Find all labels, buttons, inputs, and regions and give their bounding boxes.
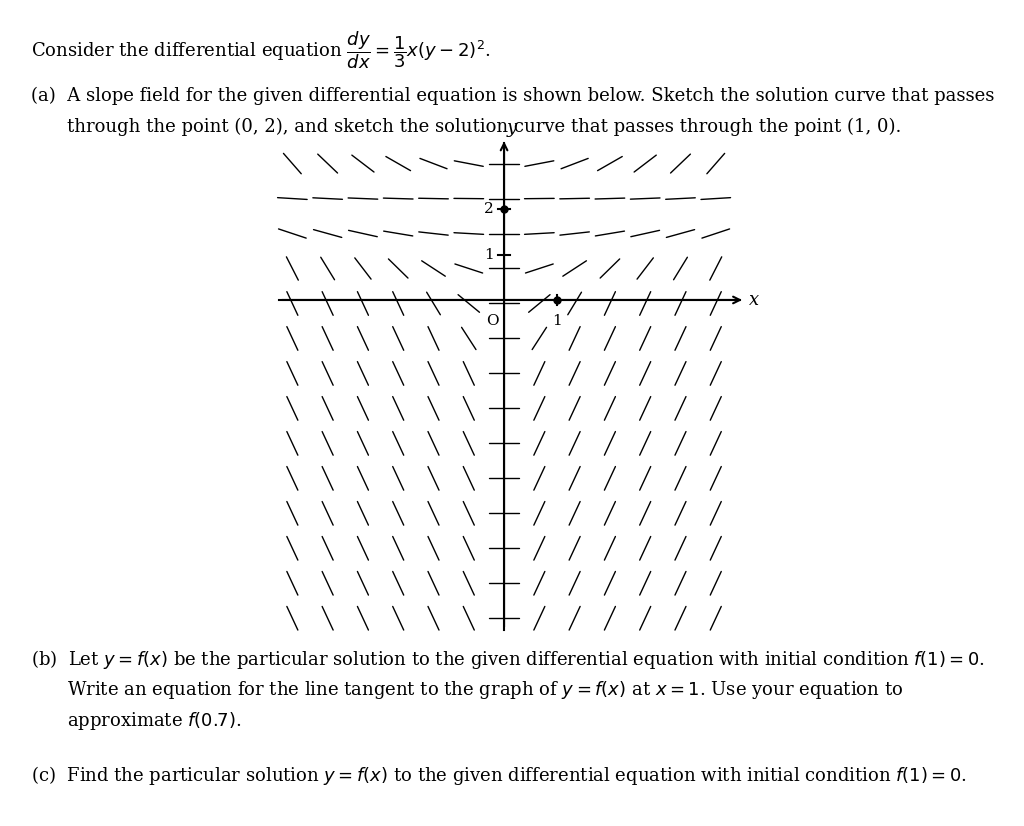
Text: O: O xyxy=(486,314,499,328)
Text: through the point (0, 2), and sketch the solution curve that passes through the : through the point (0, 2), and sketch the… xyxy=(67,117,901,135)
Text: (c)  Find the particular solution $y = f(x)$ to the given differential equation : (c) Find the particular solution $y = f(… xyxy=(31,764,967,787)
Text: (a)  A slope field for the given differential equation is shown below. Sketch th: (a) A slope field for the given differen… xyxy=(31,87,994,105)
Text: 1: 1 xyxy=(552,314,562,328)
Text: 1: 1 xyxy=(483,248,494,262)
Text: Consider the differential equation $\dfrac{dy}{dx} = \dfrac{1}{3}x(y - 2)^2$.: Consider the differential equation $\dfr… xyxy=(31,29,490,70)
Text: approximate $f(0.7)$.: approximate $f(0.7)$. xyxy=(67,710,241,732)
Text: Write an equation for the line tangent to the graph of $y = f(x)$ at $x = 1$. Us: Write an equation for the line tangent t… xyxy=(67,679,903,701)
Text: (b)  Let $y = f(x)$ be the particular solution to the given differential equatio: (b) Let $y = f(x)$ be the particular sol… xyxy=(31,648,985,672)
Text: 2: 2 xyxy=(483,202,494,216)
Text: y: y xyxy=(507,119,517,137)
Text: x: x xyxy=(749,291,759,309)
